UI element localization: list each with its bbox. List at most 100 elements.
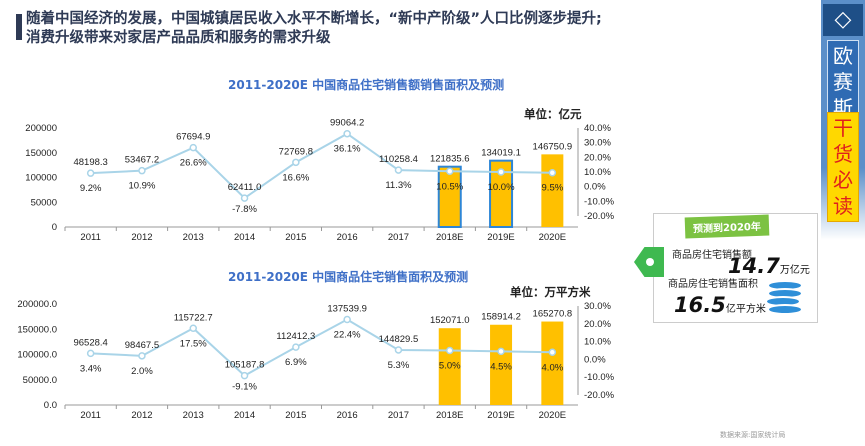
chart-2-title: 2011-2020E 中国商品住宅销售面积及预测 xyxy=(228,270,469,284)
chart-2-y2-tick: -10.0% xyxy=(584,372,615,383)
chart-1-growth-point xyxy=(86,169,95,177)
chart-1-growth-label: 26.6% xyxy=(180,158,207,169)
chart-1-unit: 单位：亿元 xyxy=(524,107,582,121)
chart-2-value-label: 165270.8 xyxy=(533,309,573,320)
chart-2-growth-point xyxy=(292,343,300,351)
chart-2-value-label: 144829.5 xyxy=(379,334,419,345)
chart-2-bar xyxy=(490,324,513,405)
chart-2-x-tick: 2018E xyxy=(436,410,463,421)
chart-1-value-label: 62411.0 xyxy=(228,182,262,193)
chart-1-growth-label: 16.6% xyxy=(282,172,309,183)
chart-2-growth-label: 6.9% xyxy=(285,357,307,368)
chart-2-growth-point xyxy=(86,349,95,358)
chart-2-x-tick: 2013 xyxy=(183,410,204,421)
chart-2-unit: 单位：万平方米 xyxy=(510,285,591,299)
chart-2-growth-label: 5.0% xyxy=(439,361,461,372)
chart-1-value-label: 134019.1 xyxy=(481,148,521,159)
sales-area-unit: 亿平方米 xyxy=(725,304,766,315)
chart-1-growth-label: -7.8% xyxy=(232,204,257,215)
chart-1-x-tick: 2012 xyxy=(131,232,152,243)
chart-2-y-tick: 100000.0 xyxy=(17,350,57,361)
sales-area-value: 16.5亿平方米 xyxy=(674,293,766,317)
chart-1-growth-point xyxy=(394,166,403,174)
chart-1-growth-point xyxy=(343,129,351,138)
chart-1-value-label: 72769.8 xyxy=(279,146,313,157)
chart-2-growth-point xyxy=(138,352,146,360)
chart-1-value-label: 121835.6 xyxy=(430,154,470,165)
chart-1-growth-label: 10.0% xyxy=(488,182,515,193)
chart-1-growth-label: 36.1% xyxy=(334,144,361,155)
chart-1-y-tick: 150000 xyxy=(25,148,57,159)
chart-1-x-tick: 2017 xyxy=(388,232,409,243)
headline-line-2: 消费升级带来对家居产品品质和服务的需求升级 xyxy=(26,30,331,46)
chart-1-x-tick: 2019E xyxy=(487,232,514,243)
chart-1-y-tick: 50000 xyxy=(31,197,57,208)
chart-1-growth-line xyxy=(90,132,553,200)
chart-2-y2-tick: 30.0% xyxy=(584,301,611,312)
chart-1-growth-label: 10.9% xyxy=(128,181,155,192)
chart-1-title: 2011-2020E 中国商品住宅销售额销售面积及预测 xyxy=(228,78,505,92)
sales-area-number: 16.5 xyxy=(674,293,726,317)
chart-2-growth-point xyxy=(189,324,197,332)
chart-1-growth-point xyxy=(138,166,146,175)
chart-1-growth-point xyxy=(189,143,197,152)
chart-1-growth-point xyxy=(240,194,249,202)
chart-2-growth-point xyxy=(497,347,505,356)
chart-2-growth-label: 2.0% xyxy=(131,366,153,377)
chart-2-growth-label: 4.5% xyxy=(490,361,512,372)
chart-1-x-tick: 2011 xyxy=(80,232,100,243)
chart-1-x-tick: 2015 xyxy=(285,232,306,243)
chart-1-y2-tick: 20.0% xyxy=(584,152,611,163)
chart-2-y-tick: 200000.0 xyxy=(17,299,57,310)
forecast-badge: 预测到2020年 xyxy=(684,214,770,239)
chart-2-y2-tick: -20.0% xyxy=(584,390,615,401)
chart-1-y-tick: 100000 xyxy=(25,173,57,184)
chart-1-y2-tick: -20.0% xyxy=(584,211,615,222)
chart-1-y-tick: 200000 xyxy=(25,123,57,134)
chart-2-growth-point xyxy=(548,348,557,357)
chart-1-value-label: 48198.3 xyxy=(73,157,107,168)
chart-1-growth-point xyxy=(548,168,557,177)
chart-2-growth-point xyxy=(343,315,351,324)
chart-2-bar xyxy=(541,321,564,405)
chart-1-growth-point xyxy=(292,158,300,167)
chart-2-growth-label: 4.0% xyxy=(542,362,564,373)
chart-1-growth-point xyxy=(446,167,454,176)
chart-2-value-label: 115722.7 xyxy=(174,312,213,323)
chart-1-value-label: 67694.9 xyxy=(176,132,210,143)
chart-2-x-tick: 2019E xyxy=(487,410,514,421)
diamond-icon: ◇ xyxy=(823,4,863,36)
sales-amount-label: 商品房住宅销售额 xyxy=(672,250,752,261)
chart-1-value-label: 110258.4 xyxy=(379,154,418,165)
chart-2-growth-point xyxy=(240,371,249,380)
chart-1-growth-label: 9.2% xyxy=(80,183,102,194)
chart-2-x-tick: 2012 xyxy=(131,410,152,421)
headline-line-1: 随着中国经济的发展，中国城镇居民收入水平不断增长，“新中产阶级”人口比例逐步提升… xyxy=(26,11,602,27)
chart-1-x-tick: 2018E xyxy=(436,232,463,243)
slogan: 干货必读 xyxy=(827,112,859,222)
chart-1-y2-tick: 40.0% xyxy=(584,123,611,134)
chart-2-value-label: 137539.9 xyxy=(327,304,367,315)
chart-2-y-tick: 150000.0 xyxy=(17,324,57,335)
headline-accent-bar xyxy=(16,14,22,40)
chart-2-growth-point xyxy=(446,346,454,355)
chart-2-x-tick: 2014 xyxy=(234,410,255,421)
coins-icon xyxy=(765,280,803,315)
chart-2-growth-label: 22.4% xyxy=(334,330,361,341)
chart-2-x-tick: 2017 xyxy=(388,410,409,421)
chart-2-growth-label: 17.5% xyxy=(180,338,207,349)
chart-2-y2-tick: 20.0% xyxy=(584,319,611,330)
sales-amount-value: 14.7万亿元 xyxy=(728,254,810,278)
chart-1-x-tick: 2016 xyxy=(337,232,358,243)
chart-1-x-tick: 2014 xyxy=(234,232,255,243)
chart-1-y2-tick: -10.0% xyxy=(584,196,615,207)
chart-1-growth-label: 9.5% xyxy=(542,183,564,194)
chart-2-growth-label: 3.4% xyxy=(80,363,102,374)
chart-1-bar xyxy=(489,159,514,229)
headline: 随着中国经济的发展，中国城镇居民收入水平不断增长，“新中产阶级”人口比例逐步提升… xyxy=(26,10,602,48)
chart-2-y2-tick: 0.0% xyxy=(584,354,606,365)
sales-amount-number: 14.7 xyxy=(728,254,780,278)
chart-1-value-label: 146750.9 xyxy=(533,141,573,152)
chart-2-bar xyxy=(438,328,461,405)
